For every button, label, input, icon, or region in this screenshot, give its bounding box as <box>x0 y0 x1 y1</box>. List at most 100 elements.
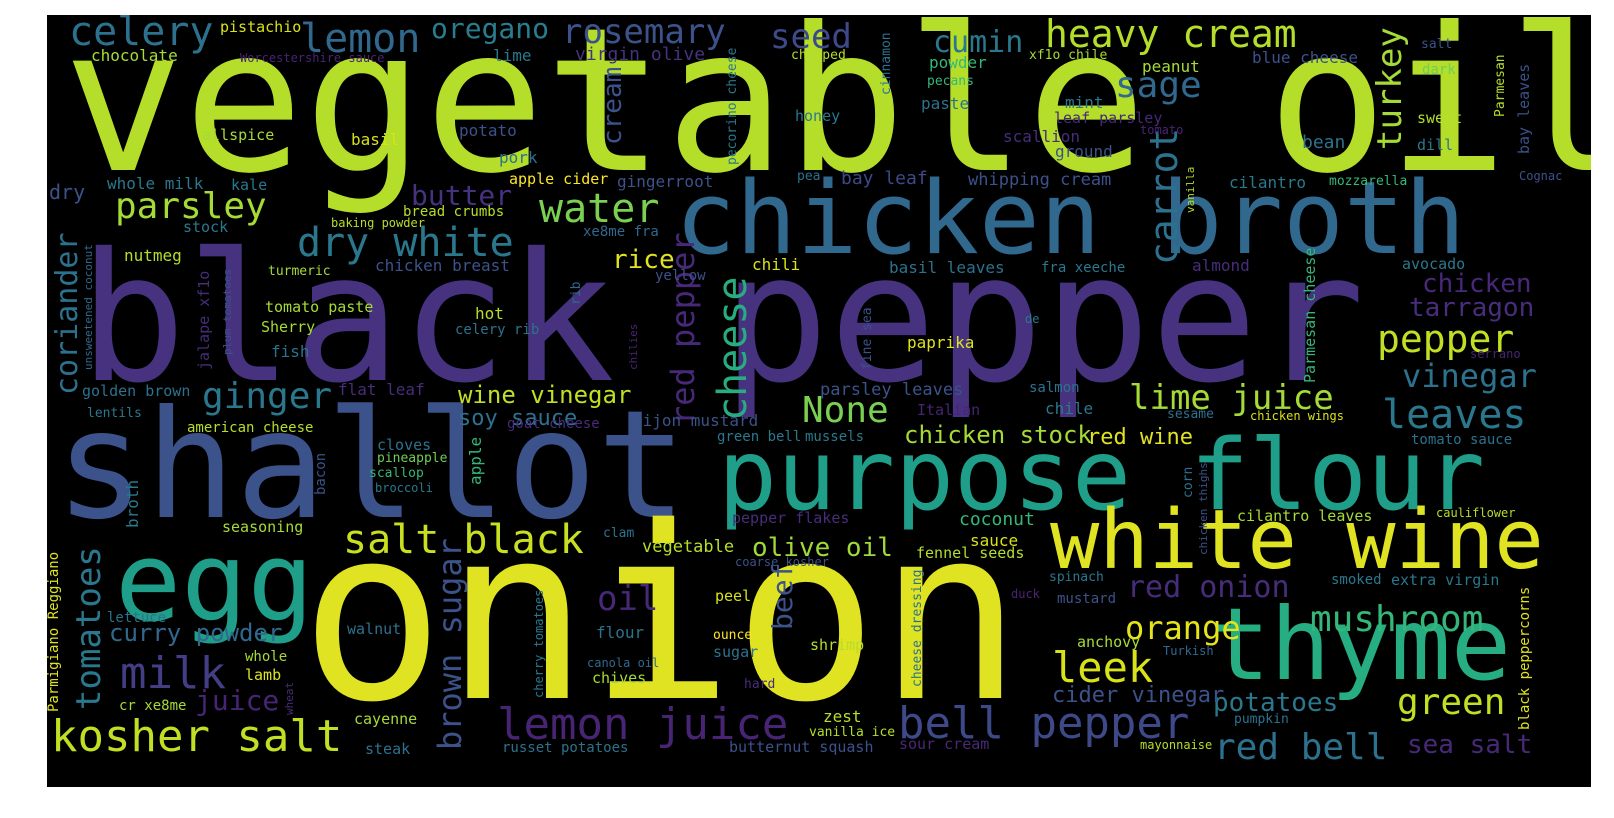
word: dry white <box>297 220 514 266</box>
word: whole <box>245 649 288 665</box>
word: cherry tomatoes <box>532 589 546 698</box>
word: blue cheese <box>1252 48 1358 67</box>
word: salmon <box>1029 380 1080 396</box>
word: lime <box>493 46 532 65</box>
word: flour <box>596 623 645 642</box>
word: leaves <box>1382 392 1527 438</box>
word: pork <box>499 148 538 167</box>
word: celery rib <box>455 322 540 338</box>
word: mussels <box>805 429 865 445</box>
word: milk <box>120 648 226 699</box>
word: beef <box>766 562 799 630</box>
word: tomato sauce <box>1411 432 1513 448</box>
word: coarse kosher <box>735 555 829 569</box>
word: baking powder <box>331 216 425 230</box>
word: Turkish <box>1163 644 1214 658</box>
word: celery <box>69 15 214 55</box>
word: peel <box>715 587 752 605</box>
word: kosher salt <box>51 711 343 762</box>
word: canola oil <box>587 656 660 670</box>
word: cheese <box>710 276 756 422</box>
word: avocado <box>1402 255 1466 273</box>
word: vinegar <box>1402 357 1537 395</box>
word: mozzarella <box>1329 174 1408 189</box>
word: gingerroot <box>617 172 714 191</box>
word: sugar <box>713 643 759 661</box>
word: turkey <box>1370 27 1410 150</box>
word: curry powder <box>109 619 283 647</box>
word: stock <box>183 218 229 236</box>
word: chicken <box>1422 269 1532 299</box>
word: seasoning <box>222 518 304 536</box>
word: potato <box>459 121 517 140</box>
word: duck <box>1011 587 1040 601</box>
word: parsley <box>115 186 267 227</box>
word: mustard <box>1057 591 1117 607</box>
word: red pepper <box>664 232 702 425</box>
word: thyme <box>1210 586 1512 703</box>
word: lemon <box>300 16 421 62</box>
word: shrimp <box>810 636 865 654</box>
word: pineapple <box>377 451 448 466</box>
word: cauliflower <box>1436 506 1516 520</box>
word: cream <box>598 66 628 145</box>
word: olive oil <box>752 533 893 563</box>
word: turmeric <box>268 264 331 279</box>
word: apple cider <box>509 170 609 188</box>
word: anchovy <box>1077 633 1141 651</box>
word-cloud: vegetable oil black pepper shallot onion… <box>47 15 1591 787</box>
word: chicken stock <box>904 421 1092 449</box>
word: de <box>1025 312 1040 326</box>
word: smoked <box>1331 572 1382 588</box>
word: cr xe8me <box>119 698 187 714</box>
word: potatoes <box>1213 688 1339 718</box>
word: mint <box>1065 93 1104 112</box>
word: pecans <box>927 74 974 89</box>
word: sweet <box>1417 109 1463 127</box>
word: yellow <box>655 268 706 284</box>
word: flat leaf <box>338 380 425 399</box>
word: vegetable <box>642 537 735 557</box>
word: spinach <box>1049 570 1104 585</box>
word: chile <box>1045 399 1094 418</box>
word: pepper flakes <box>732 509 850 527</box>
word: allspice <box>202 126 275 144</box>
word: cilantro <box>1229 173 1307 192</box>
word: vegetable oil <box>63 15 1591 218</box>
word: virgin olive <box>575 44 706 65</box>
word: water <box>539 186 660 232</box>
word: american cheese <box>187 420 314 436</box>
word: cayenne <box>354 710 418 728</box>
word: bread crumbs <box>403 204 505 220</box>
word: cheese dressing <box>910 569 925 687</box>
word: basil <box>351 130 400 149</box>
word: walnut <box>347 620 402 638</box>
word: hard <box>744 677 776 692</box>
word: hot <box>475 304 504 323</box>
word: honey <box>795 107 841 125</box>
word: heavy cream <box>1045 15 1297 56</box>
word: lime juice <box>1129 378 1334 418</box>
word: corn <box>1181 466 1196 498</box>
word: pepper <box>1377 317 1515 361</box>
word: cider vinegar <box>1052 683 1225 708</box>
word: scallop <box>369 466 424 481</box>
word: pumpkin <box>1234 712 1289 727</box>
word: plum tomatoes <box>221 268 234 355</box>
word: dry <box>49 180 86 204</box>
word: apple <box>466 436 485 485</box>
word: butternut squash <box>729 738 874 756</box>
word: steak <box>365 740 411 758</box>
word: carrot <box>1142 127 1186 265</box>
word: jalape xf1o <box>195 270 213 370</box>
word: bay leaf <box>841 168 928 189</box>
word: sesame <box>1167 407 1214 422</box>
word: oregano <box>431 15 550 45</box>
word: cilantro leaves <box>1237 507 1373 525</box>
word: onion <box>300 475 1023 755</box>
word: chopped <box>791 48 846 63</box>
word: shallot <box>55 379 688 553</box>
word: pistachio <box>220 18 302 36</box>
word: Sherry <box>261 318 316 336</box>
word: tomatoes <box>69 546 109 710</box>
